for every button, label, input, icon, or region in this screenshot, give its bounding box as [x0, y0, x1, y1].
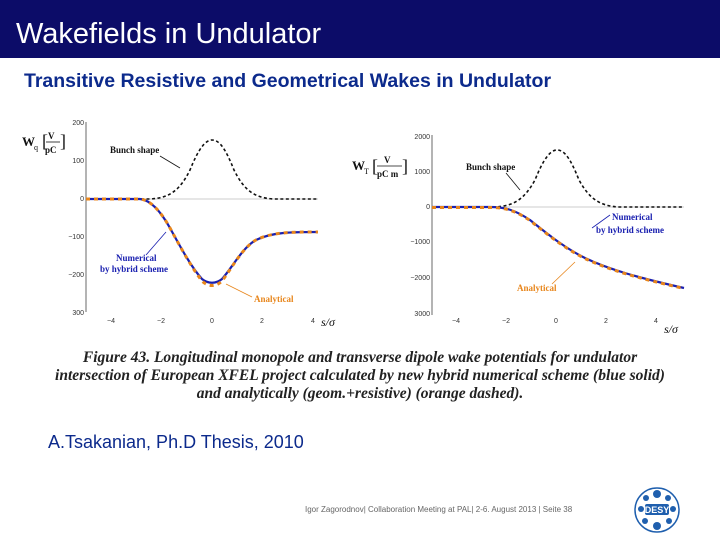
right-unit-bracket-close: ]	[402, 156, 408, 176]
right-analytical-curve	[432, 206, 685, 290]
left-xlabel: s/σ	[321, 315, 336, 329]
right-annotation-bunch-arrow	[505, 172, 521, 191]
footer-text: Igor Zagorodnov| Collaboration Meeting a…	[305, 505, 573, 514]
right-xlabel: s/σ	[664, 322, 679, 336]
slide-title: Wakefields in Undulator	[16, 18, 322, 50]
logo-text: DESY	[645, 505, 670, 515]
left-xtick-label: 0	[210, 318, 214, 325]
left-unit-den: pC	[45, 145, 57, 155]
reference-citation: A.Tsakanian, Ph.D Thesis, 2010	[48, 432, 304, 452]
right-annotation-analytical: Analytical	[517, 283, 557, 293]
desy-logo: DESY	[634, 487, 680, 533]
right-xtick-label: −2	[502, 318, 510, 325]
title-bar: Wakefields in Undulator	[0, 0, 720, 58]
right-annotation-analytical-arrow	[551, 261, 576, 285]
left-unit-num: V	[48, 131, 55, 141]
caption-line-1: Longitudinal monopole and transverse dip…	[153, 349, 638, 366]
wake-potential-figure: W q [ V pC ] 200 100 0 −100 −200 300 −4 …	[22, 120, 685, 336]
left-annotation-bunch-arrow	[159, 155, 181, 169]
caption-line-3: and analytically (geom.+resistive) (oran…	[196, 385, 524, 402]
left-annotation-numerical-arrow	[145, 231, 167, 256]
left-unit-bracket-open: [	[42, 131, 48, 151]
left-ytick-label: 0	[80, 196, 84, 203]
caption-label: Figure 43.	[82, 349, 151, 366]
left-ytick-label: 300	[72, 310, 84, 317]
left-ytick-label: 200	[72, 120, 84, 127]
left-ytick-label: −200	[68, 272, 84, 279]
left-xtick-label: −4	[107, 318, 115, 325]
right-ytick-label: 1000	[414, 169, 430, 176]
right-ylabel-sub: T	[364, 167, 369, 176]
left-annotation-numerical-2: by hybrid scheme	[100, 264, 168, 274]
right-unit-num: V	[384, 155, 391, 165]
right-xtick-label: 0	[554, 318, 558, 325]
right-annotation-bunch: Bunch shape	[466, 162, 515, 172]
left-xtick-label: −2	[157, 318, 165, 325]
left-numerical-curve	[86, 197, 319, 284]
left-unit-bracket-close: ]	[60, 131, 66, 151]
slide-subtitle: Transitive Resistive and Geometrical Wak…	[24, 70, 552, 92]
left-ylabel-symbol: W	[22, 134, 35, 149]
right-ytick-label: 0	[426, 204, 430, 211]
right-ytick-label: −1000	[410, 239, 430, 246]
caption-line-2: intersection of European XFEL project ca…	[55, 367, 665, 384]
left-annotation-analytical: Analytical	[254, 294, 294, 304]
right-unit-bracket-open: [	[372, 156, 378, 176]
right-plot: W T [ V pC m ] 2000 1000 0 −1000 −2000 3…	[352, 134, 685, 336]
right-annotation-numerical-1: Numerical	[612, 212, 653, 222]
left-xtick-label: 4	[311, 318, 315, 325]
right-ylabel-symbol: W	[352, 158, 365, 173]
right-xtick-label: 4	[654, 318, 658, 325]
right-annotation-numerical-arrow	[591, 214, 611, 229]
right-ytick-label: −2000	[410, 275, 430, 282]
left-xtick-label: 2	[260, 318, 264, 325]
right-ytick-label: 3000	[414, 311, 430, 318]
left-bunch-shape-curve	[86, 139, 318, 200]
right-xtick-label: −4	[452, 318, 460, 325]
right-unit-den: pC m	[377, 169, 399, 179]
left-annotation-analytical-arrow	[225, 283, 253, 298]
left-analytical-curve	[86, 197, 319, 287]
left-annotation-numerical-1: Numerical	[116, 253, 157, 263]
right-ytick-label: 2000	[414, 134, 430, 141]
logo-plate	[645, 504, 669, 515]
right-bunch-shape-curve	[432, 149, 684, 208]
right-xtick-label: 2	[604, 318, 608, 325]
right-annotation-numerical-2: by hybrid scheme	[596, 225, 664, 235]
figure-caption: Figure 43. Longitudinal monopole and tra…	[18, 349, 702, 403]
left-ytick-label: 100	[72, 158, 84, 165]
left-annotation-bunch: Bunch shape	[110, 145, 159, 155]
left-plot: W q [ V pC ] 200 100 0 −100 −200 300 −4 …	[22, 120, 336, 329]
left-ytick-label: −100	[68, 234, 84, 241]
left-ylabel-sub: q	[34, 143, 38, 152]
